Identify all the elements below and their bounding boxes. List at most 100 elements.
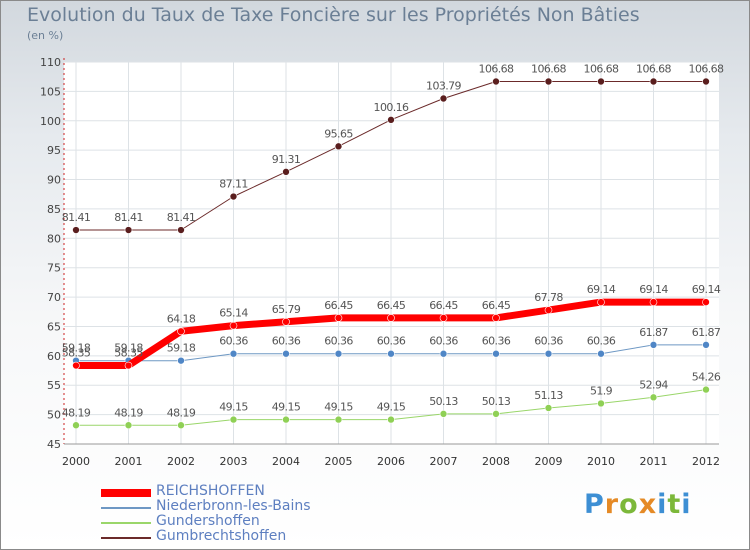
data-point-marker (597, 349, 605, 358)
data-point-marker (597, 77, 605, 86)
data-label: 49.15 (219, 401, 248, 414)
data-point-marker (544, 77, 553, 86)
data-label: 106.68 (636, 63, 671, 76)
data-point-marker (282, 318, 290, 326)
data-label: 60.36 (429, 335, 458, 348)
data-point-marker (229, 192, 238, 201)
data-point-marker (439, 349, 448, 358)
data-label: 67.78 (534, 291, 563, 304)
data-label: 49.15 (377, 401, 406, 414)
legend-swatch (101, 489, 151, 497)
data-label: 91.31 (272, 153, 301, 166)
data-point-marker (649, 298, 658, 306)
x-tick-label: 2012 (692, 455, 720, 468)
data-label: 69.14 (639, 283, 668, 296)
data-point-marker (597, 399, 605, 408)
data-label: 81.41 (167, 211, 196, 224)
data-point-marker (124, 226, 133, 234)
data-label: 58.35 (114, 347, 143, 360)
data-label: 48.19 (62, 406, 91, 419)
data-label: 51.13 (534, 389, 563, 402)
data-point-marker (439, 410, 448, 418)
legend-label: Gundershoffen (156, 513, 260, 529)
data-point-marker (544, 349, 553, 358)
x-tick-label: 2000 (62, 455, 90, 468)
x-tick-label: 2007 (430, 455, 458, 468)
y-tick-label: 60 (47, 350, 61, 363)
y-tick-label: 50 (47, 409, 61, 422)
data-point-marker (177, 421, 185, 430)
data-label: 66.45 (377, 299, 406, 312)
y-tick-label: 110 (40, 56, 61, 69)
data-label: 60.36 (377, 335, 406, 348)
data-point-marker (229, 349, 238, 358)
data-label: 66.45 (482, 299, 511, 312)
data-label: 48.19 (167, 406, 196, 419)
data-label: 81.41 (114, 211, 143, 224)
x-tick-label: 2011 (640, 455, 668, 468)
legend-swatch (101, 537, 151, 539)
data-point-marker (177, 226, 185, 234)
brand-letter: x (638, 489, 658, 520)
data-label: 95.65 (324, 127, 353, 140)
data-point-marker (229, 415, 238, 424)
x-tick-label: 2008 (482, 455, 510, 468)
data-label: 64.18 (167, 312, 196, 325)
brand-letter: i (681, 489, 692, 520)
data-point-marker (544, 306, 553, 314)
x-tick-label: 2005 (325, 455, 353, 468)
data-point-marker (334, 349, 343, 358)
chart-title: Evolution du Taux de Taxe Foncière sur l… (27, 4, 640, 26)
data-point-marker (72, 226, 80, 234)
y-tick-label: 100 (40, 115, 61, 128)
data-label: 60.36 (534, 335, 563, 348)
data-label: 50.13 (482, 395, 511, 408)
brand-letter: i (657, 489, 668, 520)
data-point-marker (439, 94, 448, 103)
data-label: 60.36 (272, 335, 301, 348)
data-label: 66.45 (324, 299, 353, 312)
data-point-marker (702, 341, 710, 349)
data-point-marker (702, 385, 710, 394)
x-tick-label: 2004 (272, 455, 300, 468)
y-tick-label: 70 (47, 291, 61, 304)
data-label: 106.68 (479, 63, 514, 76)
data-point-marker (334, 142, 343, 151)
data-label: 49.15 (324, 401, 353, 414)
legend-label: REICHSHOFFEN (156, 483, 265, 499)
y-tick-label: 90 (47, 174, 61, 187)
data-point-marker (229, 321, 238, 330)
data-point-marker (387, 314, 395, 322)
x-tick-label: 2001 (115, 455, 143, 468)
data-point-marker (387, 116, 395, 124)
y-tick-label: 80 (47, 232, 61, 245)
data-label: 100.16 (374, 101, 409, 114)
x-tick-label: 2010 (587, 455, 615, 468)
y-tick-label: 75 (47, 262, 61, 275)
brand-logo: Proxiti (584, 489, 692, 520)
data-point-marker (492, 410, 500, 418)
data-point-marker (649, 77, 658, 86)
data-label: 69.14 (587, 283, 616, 296)
data-label: 51.9 (590, 384, 613, 397)
y-tick-label: 105 (40, 85, 61, 98)
data-label: 65.79 (272, 303, 301, 316)
x-tick-label: 2003 (220, 455, 248, 468)
data-label: 66.45 (429, 299, 458, 312)
data-label: 106.68 (531, 63, 566, 76)
data-label: 60.36 (482, 335, 511, 348)
data-point-marker (702, 298, 710, 306)
data-point-marker (72, 361, 80, 370)
data-label: 60.36 (324, 335, 353, 348)
data-label: 106.68 (689, 63, 724, 76)
y-tick-label: 55 (47, 379, 61, 392)
data-point-marker (124, 421, 133, 430)
brand-letter: r (604, 489, 620, 520)
data-label: 59.18 (114, 342, 143, 355)
data-label: 61.87 (692, 326, 721, 339)
data-label: 69.14 (692, 283, 721, 296)
data-point-marker (282, 415, 290, 424)
data-label: 59.18 (167, 342, 196, 355)
data-label: 50.13 (429, 395, 458, 408)
